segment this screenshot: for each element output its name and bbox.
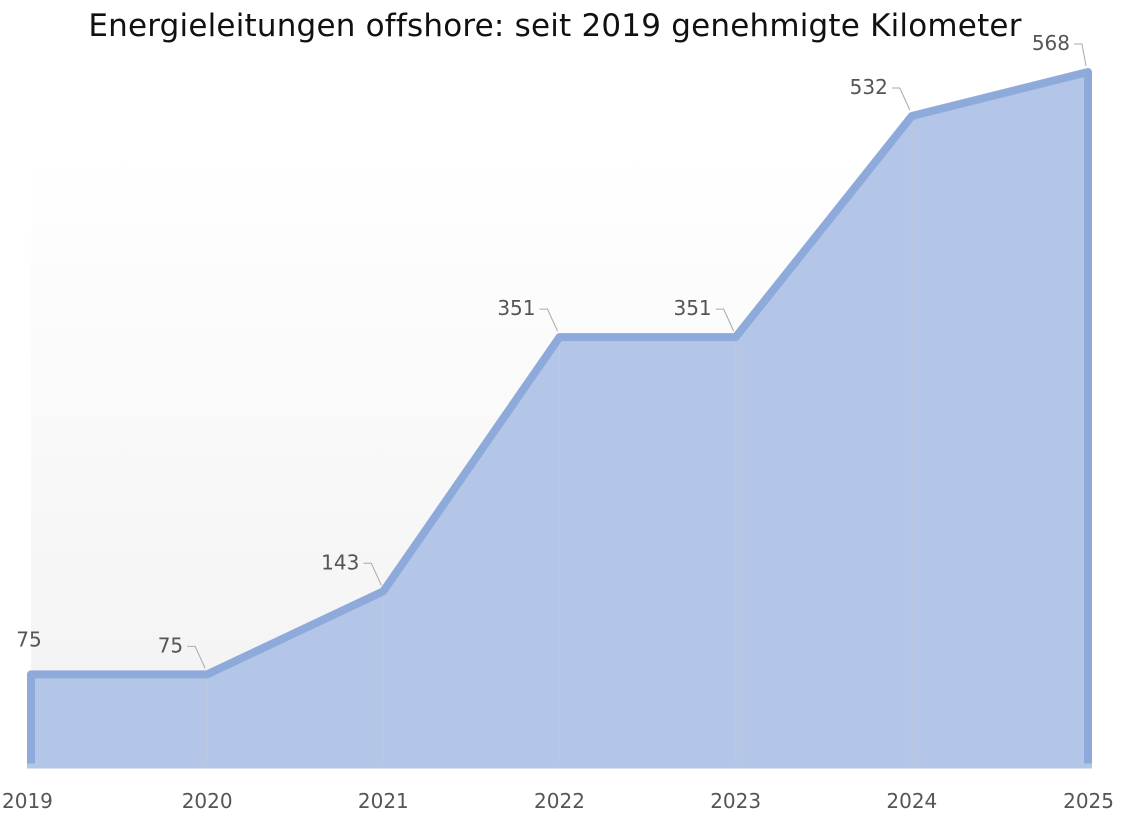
data-label-2022: 351 [497,296,535,320]
leader-line-2024 [891,87,911,111]
leader-line-2023 [715,308,735,332]
x-tick-label-2021: 2021 [358,789,409,813]
data-label-2019: 75 [16,627,41,651]
x-tick-label-2022: 2022 [534,789,585,813]
data-label-2020: 75 [158,633,183,657]
chart-title: Energieleitungen offshore: seit 2019 gen… [88,8,1022,44]
data-label-2021: 143 [321,550,359,574]
series-line [27,68,1092,766]
leader-line-2022 [539,308,558,332]
x-tick-label-2019: 2019 [2,789,53,813]
leader-line-2021 [363,562,382,586]
x-tick-label-2024: 2024 [886,789,937,813]
data-label-2023: 351 [673,296,711,320]
leader-line-2020 [187,645,206,669]
data-label-2024: 532 [850,75,888,99]
x-tick-label-2023: 2023 [710,789,761,813]
x-tick-label-2025: 2025 [1063,789,1114,813]
leader-line-2025 [1074,43,1087,67]
data-label-2025: 568 [1032,31,1070,55]
x-tick-label-2020: 2020 [182,789,233,813]
